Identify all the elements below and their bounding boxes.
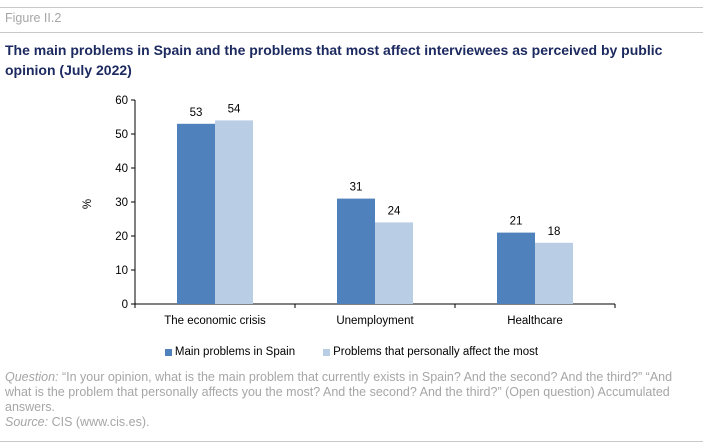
- source-label: Source:: [5, 415, 49, 429]
- question-label: Question:: [5, 370, 59, 384]
- legend: Main problems in Spain Problems that per…: [0, 346, 703, 358]
- x-tick-label: The economic crisis: [164, 315, 266, 327]
- x-axis: The economic crisis Unemployment Healthcar…: [134, 303, 616, 327]
- data-label-series-2: 54: [228, 103, 241, 115]
- y-tick-label: 60: [115, 95, 128, 107]
- y-tick-label: 40: [115, 163, 128, 175]
- y-tick-label: 50: [115, 129, 128, 141]
- y-tick-label: 20: [115, 231, 128, 243]
- figure-label: Figure II.2: [5, 11, 62, 25]
- y-tick-label: 0: [122, 299, 128, 311]
- chart-notes: Question: “In your opinion, what is the …: [5, 370, 700, 430]
- y-axis: 0 10 20 30 40 50 60: [115, 95, 136, 311]
- data-label-series-1: 21: [510, 216, 523, 228]
- x-tick-label: Healthcare: [507, 315, 563, 327]
- y-tick-label: 10: [115, 265, 128, 277]
- legend-item-series-2: Problems that personally affect the most: [323, 346, 538, 358]
- data-label-series-2: 24: [388, 205, 401, 217]
- question-note: Question: “In your opinion, what is the …: [5, 370, 700, 415]
- data-label-series-1: 53: [190, 107, 203, 119]
- top-rule: [0, 7, 703, 8]
- bars: [177, 120, 573, 305]
- data-label-series-1: 31: [350, 182, 363, 194]
- y-tick-label: 30: [115, 197, 128, 209]
- data-label-series-2: 18: [548, 226, 561, 238]
- bar-series-1: [177, 123, 215, 304]
- y-axis-label: %: [82, 199, 94, 209]
- bar-series-2: [215, 120, 253, 305]
- bar-series-1: [337, 198, 375, 304]
- bottom-rule: [0, 441, 703, 442]
- bar-series-1: [497, 232, 535, 304]
- source-text: CIS (www.cis.es).: [48, 415, 150, 429]
- figure-label-rule: [0, 32, 703, 33]
- legend-label-series-2: Problems that personally affect the most: [333, 346, 539, 358]
- x-tick-label: Unemployment: [336, 315, 414, 327]
- legend-swatch-series-1: [164, 348, 172, 356]
- chart-title: The main problems in Spain and the probl…: [5, 42, 663, 78]
- bar-series-2: [375, 222, 413, 304]
- legend-swatch-series-2: [323, 348, 331, 356]
- bar-series-2: [535, 242, 573, 304]
- question-text: “In your opinion, what is the main probl…: [5, 370, 673, 414]
- bar-chart: 0 10 20 30 40 50 60 The economic crisis Unemplo…: [82, 95, 616, 327]
- legend-item-series-1: Main problems in Spain: [164, 346, 296, 358]
- source-note: Source: CIS (www.cis.es).: [5, 415, 700, 430]
- data-labels: 53 54 31 24 21 18: [190, 103, 561, 237]
- legend-label-series-1: Main problems in Spain: [174, 346, 296, 358]
